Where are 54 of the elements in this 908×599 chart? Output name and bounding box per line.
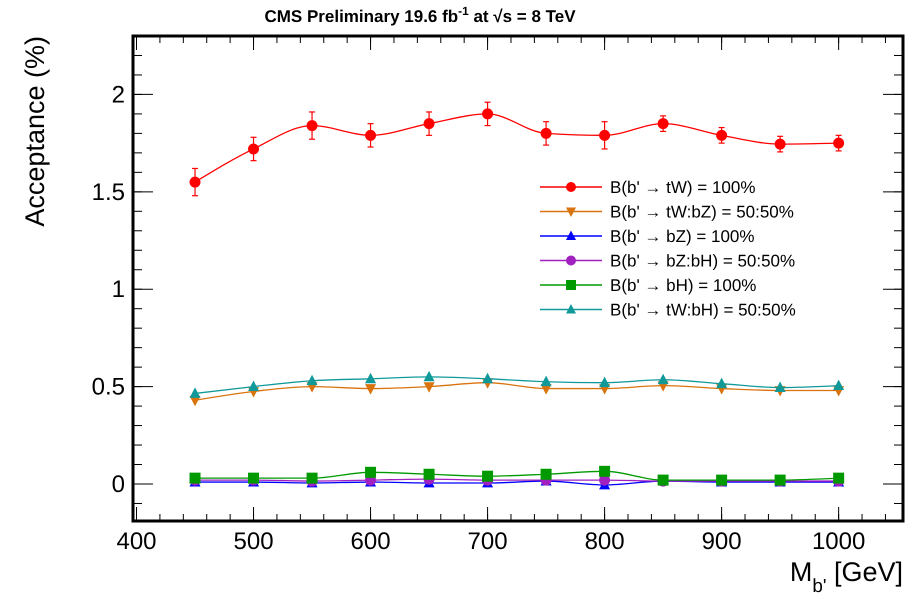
point — [365, 130, 376, 141]
point — [540, 128, 552, 139]
point — [716, 130, 728, 141]
x-tick-label: 600 — [350, 528, 391, 555]
y-axis-title: Acceptance (%) — [20, 36, 50, 227]
point — [599, 130, 610, 141]
point — [540, 376, 552, 386]
point — [482, 372, 494, 384]
point — [833, 472, 844, 484]
point — [365, 466, 376, 478]
legend-label: B(b' → bH) = 100% — [610, 276, 756, 295]
point — [833, 138, 844, 149]
point — [248, 380, 260, 391]
x-tick-label: 800 — [584, 528, 625, 555]
point — [482, 108, 494, 120]
legend-label: B(b' → bZ) = 100% — [610, 227, 754, 246]
point — [774, 138, 786, 150]
point — [424, 370, 435, 382]
legend-label: B(b' → tW:bZ) = 50:50% — [610, 202, 794, 222]
point — [658, 118, 669, 130]
legend-label: B(b' → tW:bH) = 50:50% — [610, 300, 796, 320]
y-tick-label: 1 — [112, 276, 125, 304]
x-tick-label: 1000 — [812, 528, 866, 555]
point — [599, 376, 610, 388]
y-tick-label: 0.5 — [92, 374, 125, 401]
chart-title: CMS Preliminary 19.6 fb$^{-1}$ at √s = 8 TeV — [264, 4, 576, 26]
x-axis-title: M$_{b'}$ [GeV] — [790, 557, 903, 596]
point — [365, 372, 376, 384]
point — [482, 470, 494, 482]
x-tick-label: 500 — [234, 528, 274, 555]
point — [774, 382, 786, 392]
point — [424, 118, 435, 130]
point — [833, 380, 844, 390]
point — [540, 468, 552, 480]
point — [365, 384, 376, 395]
legend-label: B(b' → tW) = 100% — [610, 178, 756, 197]
point — [306, 374, 318, 386]
point — [424, 382, 435, 393]
point — [716, 378, 728, 388]
point — [248, 143, 260, 154]
point — [306, 472, 318, 484]
point — [424, 468, 435, 480]
legend-label: B(b' → bZ:bH) = 50:50% — [610, 252, 796, 270]
point — [190, 176, 201, 188]
x-tick-label: 400 — [116, 528, 157, 555]
point — [658, 374, 669, 384]
point — [190, 387, 201, 398]
point — [306, 120, 318, 132]
point — [599, 466, 610, 477]
y-tick-label: 0 — [112, 470, 125, 498]
x-tick-label: 700 — [468, 528, 508, 555]
y-tick-label: 2 — [112, 81, 125, 108]
x-tick-label: 900 — [702, 528, 742, 555]
y-tick-label: 1.5 — [92, 178, 125, 206]
